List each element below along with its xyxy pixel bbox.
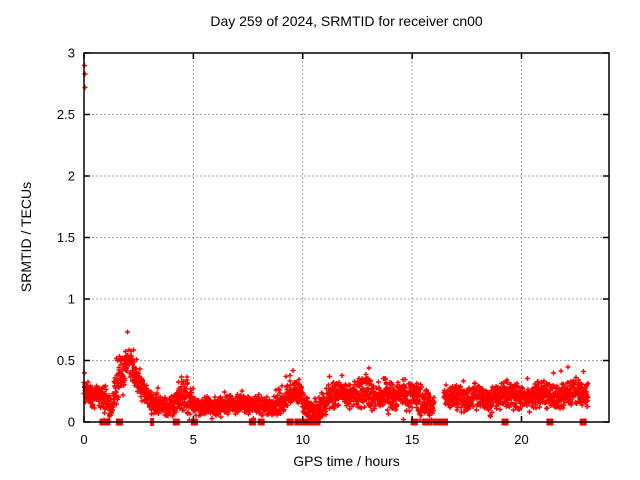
y-tick-label: 1: [68, 292, 75, 307]
x-tick-label: 0: [80, 432, 87, 447]
y-tick-label: 2.5: [57, 107, 75, 122]
y-tick-label: 1.5: [57, 230, 75, 245]
x-tick-label: 10: [296, 432, 310, 447]
y-tick-label: 0.5: [57, 353, 75, 368]
chart-title: Day 259 of 2024, SRMTID for receiver cn0…: [210, 13, 483, 29]
y-tick-label: 2: [68, 169, 75, 184]
y-tick-label: 3: [68, 46, 75, 61]
grid-lines: [84, 53, 609, 422]
y-tick-label: 0: [68, 415, 75, 430]
tick-labels: 0 5 10 15 20 0 0.5 1 1.5 2 2.5 3: [57, 46, 529, 448]
x-axis-label: GPS time / hours: [293, 453, 400, 469]
x-tick-label: 5: [190, 432, 197, 447]
x-tick-label: 15: [405, 432, 419, 447]
x-tick-label: 20: [514, 432, 528, 447]
plot-border: [83, 52, 610, 423]
data-points: [81, 63, 591, 423]
